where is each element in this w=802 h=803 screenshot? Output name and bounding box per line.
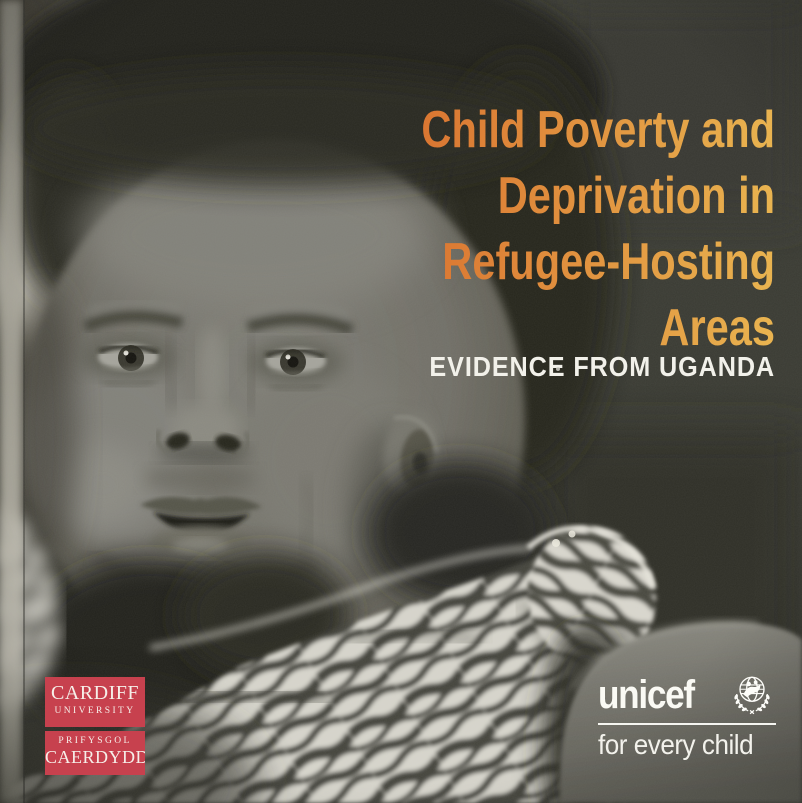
- title-line-1: Child Poverty and: [421, 97, 775, 163]
- unicef-tagline: for every child: [598, 729, 754, 760]
- cover-subtitle: EVIDENCE FROM UGANDA: [429, 351, 775, 382]
- unicef-logo-row: unicef: [598, 673, 776, 717]
- cardiff-logo-welsh-block: PRIFYSGOL CAERDYDD: [45, 731, 145, 775]
- unicef-globe-emblem-icon: [734, 676, 770, 715]
- cardiff-logo-university-label: UNIVERSITY: [54, 706, 136, 716]
- cardiff-university-logo: CARDIFF UNIVERSITY PRIFYSGOL CAERDYDD: [45, 677, 145, 775]
- dust-speck: [556, 367, 560, 371]
- cardiff-logo-prifysgol-label: PRIFYSGOL: [58, 736, 132, 746]
- cardiff-logo-english-block: CARDIFF UNIVERSITY: [45, 677, 145, 727]
- cover-title: Child Poverty and Deprivation in Refugee…: [421, 97, 775, 361]
- unicef-wordmark: unicef: [598, 673, 695, 717]
- title-line-2: Deprivation in: [498, 163, 775, 229]
- cardiff-logo-name: CARDIFF: [51, 682, 139, 704]
- title-line-4: Areas: [659, 295, 775, 361]
- cardiff-logo-welsh-name: CAERDYDD: [45, 747, 145, 767]
- unicef-logo: unicef: [598, 673, 776, 762]
- title-line-3: Refugee-Hosting: [442, 229, 775, 295]
- unicef-divider: [598, 723, 776, 725]
